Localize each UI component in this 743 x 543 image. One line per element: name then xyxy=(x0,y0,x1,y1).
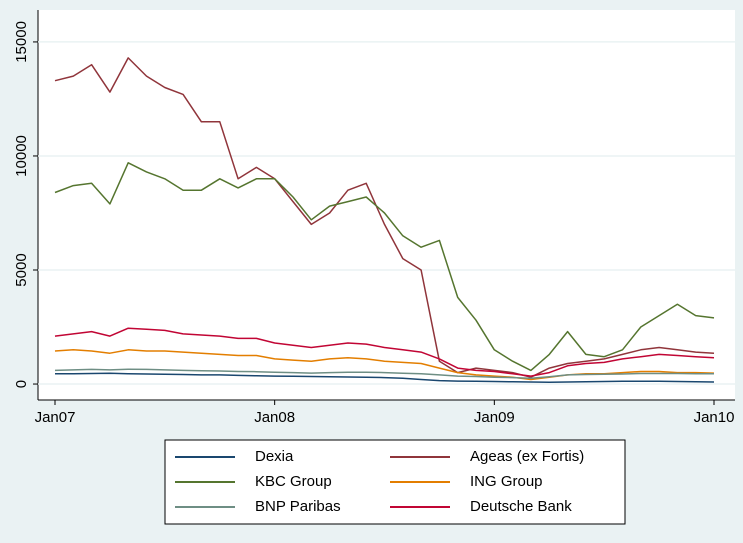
legend-label: KBC Group xyxy=(255,473,332,490)
legend-label: Deutsche Bank xyxy=(470,498,572,515)
series-line xyxy=(54,57,715,378)
series-line xyxy=(54,327,715,377)
series-line xyxy=(55,372,715,383)
series-line xyxy=(54,162,715,372)
x-tick-label: Jan09 xyxy=(474,409,515,426)
legend: Dexia Ageas (ex Fortis) KBC Group ING Group… xyxy=(164,439,626,525)
y-tick-label: 15000 xyxy=(13,21,30,63)
y-tick-label: 0 xyxy=(13,380,30,388)
x-tick-label: Jan07 xyxy=(35,409,76,426)
x-tick-label: Jan10 xyxy=(694,409,735,426)
y-tick-label: 10000 xyxy=(13,135,30,177)
x-tick-label: Jan08 xyxy=(254,409,295,426)
plot-area xyxy=(38,10,735,400)
legend-label: BNP Paribas xyxy=(255,498,341,515)
legend-label: Ageas (ex Fortis) xyxy=(470,448,584,465)
legend-label: Dexia xyxy=(255,448,294,465)
series-line xyxy=(54,368,714,380)
legend-label: ING Group xyxy=(470,473,543,490)
y-tick-label: 5000 xyxy=(13,253,30,286)
